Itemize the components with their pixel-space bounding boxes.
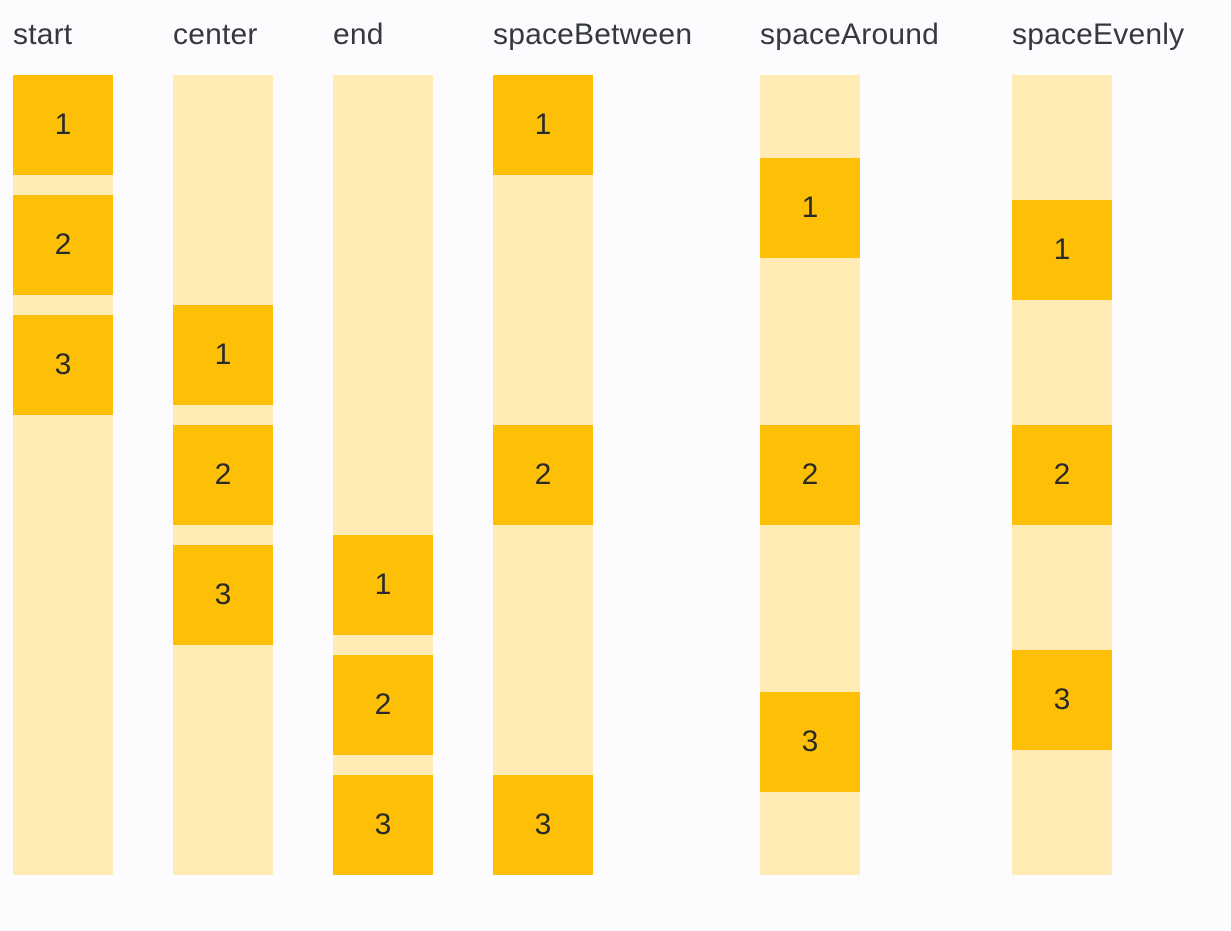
- flex-item-number: 2: [214, 458, 232, 491]
- flex-item-number: 1: [374, 568, 392, 601]
- flex-column-track: 1 2 3: [173, 75, 273, 875]
- flex-item-box: 3: [760, 691, 860, 792]
- flex-item-number: 3: [1053, 683, 1071, 716]
- flex-item-number: 3: [214, 578, 232, 611]
- flex-item-box: 1: [1012, 200, 1112, 300]
- flex-item-number: 2: [54, 228, 72, 261]
- flex-item-number: 1: [534, 108, 552, 141]
- flex-item-box: 3: [173, 545, 273, 645]
- flex-item-box: 1: [760, 158, 860, 259]
- flex-column-track: 1 2 3: [493, 75, 593, 875]
- flex-item-number: 2: [1053, 458, 1071, 491]
- justify-demo-section: end 1 2 3: [333, 12, 433, 875]
- flex-item-box: 2: [173, 425, 273, 525]
- flex-column-track: 1 2 3: [1012, 75, 1112, 875]
- flex-item-box: 2: [333, 655, 433, 755]
- flex-item-box: 3: [1012, 650, 1112, 750]
- flex-item-box: 3: [13, 315, 113, 415]
- justify-content-demo: start 1 2 3 center 1 2 3 end 1 2 3 space…: [13, 12, 1184, 875]
- justify-demo-section: spaceEvenly 1 2 3: [1012, 12, 1184, 875]
- flex-item-box: 2: [760, 424, 860, 525]
- flex-item-box: 2: [13, 195, 113, 295]
- justify-value-label: spaceBetween: [493, 18, 693, 51]
- flex-item-number: 2: [374, 688, 392, 721]
- flex-item-box: 1: [493, 75, 593, 175]
- justify-value-label: spaceAround: [760, 18, 939, 51]
- flex-column-track: 1 2 3: [13, 75, 113, 875]
- flex-item-number: 3: [374, 808, 392, 841]
- justify-demo-section: center 1 2 3: [173, 12, 273, 875]
- flex-item-box: 2: [1012, 425, 1112, 525]
- flex-item-number: 3: [54, 348, 72, 381]
- flex-item-number: 1: [214, 338, 232, 371]
- flex-item-box: 2: [493, 425, 593, 525]
- flex-column-track: 1 2 3: [760, 75, 860, 875]
- justify-value-label: end: [333, 18, 384, 51]
- flex-item-box: 1: [173, 305, 273, 405]
- flex-item-number: 1: [1053, 233, 1071, 266]
- justify-value-label: start: [13, 18, 73, 51]
- flex-item-number: 2: [801, 457, 819, 491]
- flex-item-box: 3: [493, 775, 593, 875]
- justify-value-label: center: [173, 18, 258, 51]
- flex-item-box: 1: [333, 535, 433, 635]
- flex-item-box: 3: [333, 775, 433, 875]
- justify-demo-section: start 1 2 3: [13, 12, 113, 875]
- flex-item-box: 1: [13, 75, 113, 175]
- flex-item-number: 1: [54, 108, 72, 141]
- flex-item-number: 3: [534, 808, 552, 841]
- justify-demo-section: spaceBetween 1 2 3: [493, 12, 700, 875]
- flex-item-number: 3: [801, 724, 819, 758]
- flex-column-track: 1 2 3: [333, 75, 433, 875]
- justify-demo-section: spaceAround 1 2 3: [760, 12, 952, 875]
- flex-item-number: 1: [801, 191, 819, 225]
- flex-item-number: 2: [534, 458, 552, 491]
- justify-value-label: spaceEvenly: [1012, 18, 1185, 51]
